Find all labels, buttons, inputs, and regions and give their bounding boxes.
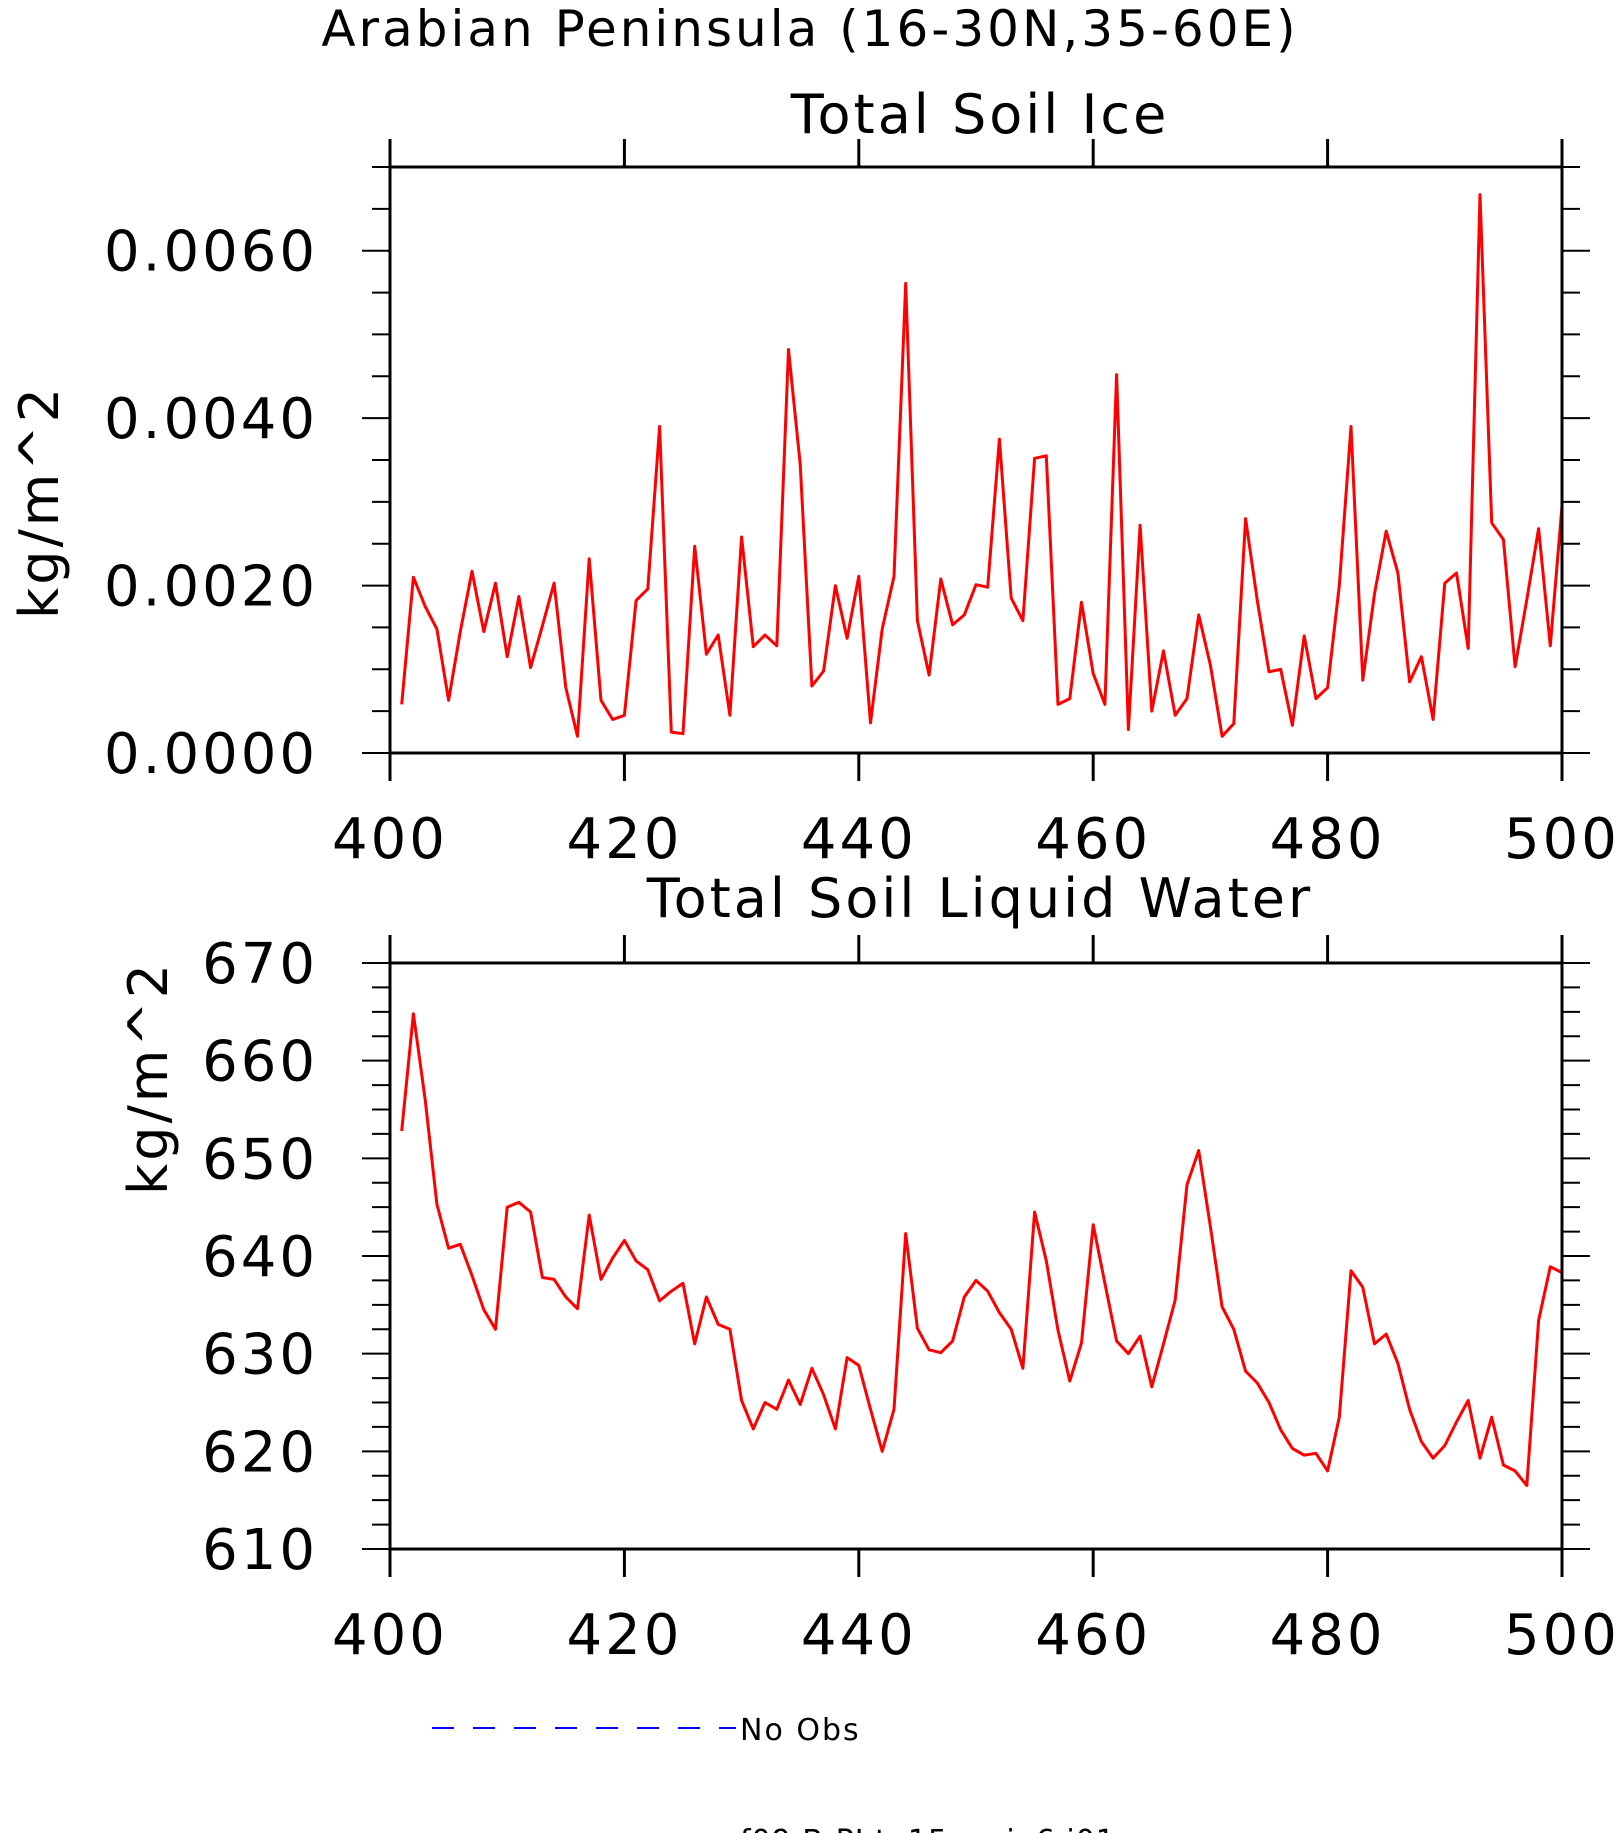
y-tick-label: 610: [202, 1518, 318, 1583]
soil-liquid-water-ylabel: kg/m^2: [117, 961, 180, 1195]
y-tick-label: 0.0020: [104, 555, 318, 620]
y-tick-label: 0.0040: [104, 387, 318, 452]
soil-ice-y-tick-labels: 0.0000 0.0020 0.0040 0.0060: [104, 220, 318, 787]
soil-ice-x-tick-labels: 400 420 440 460 480 500: [332, 807, 1620, 872]
legend-model-label: f09.B-PI.tn15.cmip6.j01.re: [740, 1824, 1159, 1833]
x-tick-label: 480: [1270, 807, 1386, 872]
x-tick-label: 420: [566, 1603, 682, 1668]
x-tick-label: 420: [566, 807, 682, 872]
soil-liquid-water-ticks: [362, 935, 1590, 1577]
soil-liquid-water-plot-frame: [388, 961, 1564, 1551]
soil-liquid-water-series-line: [400, 1012, 1563, 1487]
x-tick-label: 440: [801, 807, 917, 872]
soil-ice-series-line: [400, 193, 1564, 738]
soil-liquid-water-title: Total Soil Liquid Water: [646, 867, 1313, 930]
soil-ice-ylabel: kg/m^2: [8, 385, 71, 619]
soil-liquid-water-panel: Total Soil Liquid Water kg/m^2 400 420 440…: [117, 867, 1620, 1668]
legend-obs-label: No Obs: [740, 1713, 861, 1748]
y-tick-label: 640: [202, 1225, 318, 1290]
y-tick-label: 0.0000: [104, 722, 318, 787]
y-tick-label: 0.0060: [104, 220, 318, 285]
x-tick-label: 480: [1270, 1603, 1386, 1668]
x-tick-label: 400: [332, 807, 448, 872]
legend: No Obs f09.B-PI.tn15.cmip6.j01.re: [432, 1713, 1159, 1833]
y-tick-label: 630: [202, 1323, 318, 1388]
x-tick-label: 440: [801, 1603, 917, 1668]
x-tick-label: 460: [1035, 1603, 1151, 1668]
soil-ice-plot-frame: [388, 165, 1564, 755]
page-title: Arabian Peninsula (16-30N,35-60E): [321, 0, 1298, 58]
soil-liquid-water-y-tick-labels: 610 620 630 640 650 660 670: [202, 932, 318, 1583]
x-tick-label: 460: [1035, 807, 1151, 872]
x-tick-label: 500: [1504, 1603, 1620, 1668]
y-tick-label: 660: [202, 1030, 318, 1095]
x-tick-label: 400: [332, 1603, 448, 1668]
soil-liquid-water-x-tick-labels: 400 420 440 460 480 500: [332, 1603, 1620, 1668]
y-tick-label: 650: [202, 1127, 318, 1192]
soil-ice-ticks: [362, 139, 1590, 781]
x-tick-label: 500: [1504, 807, 1620, 872]
y-tick-label: 620: [202, 1420, 318, 1485]
soil-ice-title: Total Soil Ice: [790, 83, 1170, 146]
y-tick-label: 670: [202, 932, 318, 997]
soil-ice-panel: Total Soil Ice kg/m^2 400 420 440 460 480 500…: [8, 83, 1620, 872]
